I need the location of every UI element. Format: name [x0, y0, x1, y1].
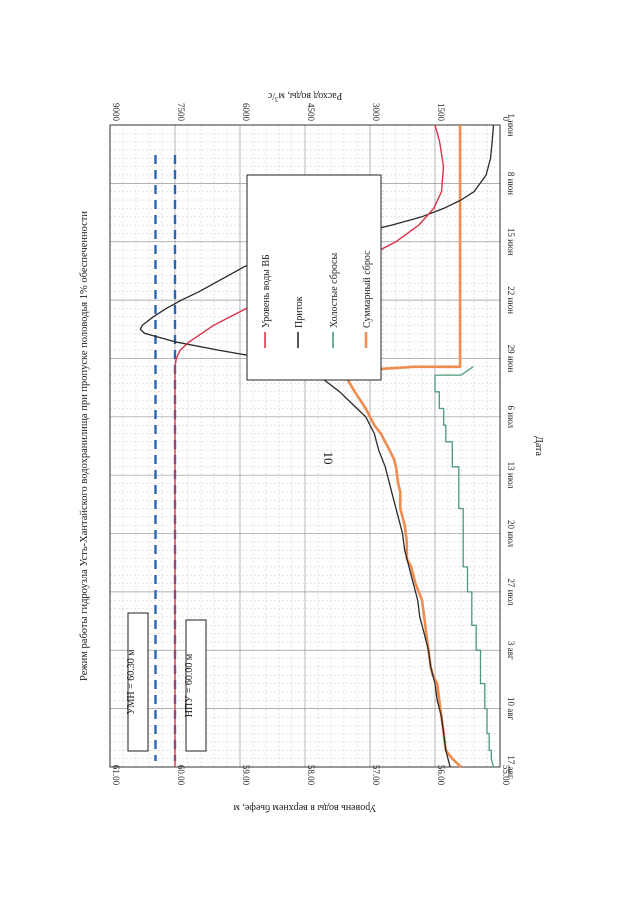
- right-axis-tick-label: 6000: [241, 103, 251, 122]
- right-axis-tick-label: 1500: [436, 103, 446, 122]
- left-axis-tick-label: 55.00: [501, 765, 511, 786]
- legend-entry: Суммарный сброс: [362, 250, 373, 328]
- x-axis-tick-label: 1 июн: [506, 113, 516, 136]
- x-axis-tick-label: 17 авг: [506, 755, 516, 778]
- reference-lines: [154, 155, 177, 761]
- x-axis-tick-label: 8 июн: [506, 172, 516, 195]
- legend: Уровень воды ВБ Приток Холостые сбросы Сумм…: [246, 174, 382, 381]
- legend-box: [246, 174, 382, 381]
- x-axis-tick-label: 22 июн: [506, 286, 516, 314]
- right-axis-tick-label: 0: [501, 117, 511, 122]
- left-axis-tick-label: 58.00: [306, 765, 316, 786]
- legend-entry: Приток: [294, 296, 305, 328]
- umn-label-box: [127, 612, 149, 752]
- legend-entry: Холостые сбросы: [329, 252, 340, 328]
- left-axis-tick-label: 60.00: [176, 765, 186, 786]
- right-axis-label-main: Расход воды, м: [278, 90, 342, 101]
- legend-entry: Уровень воды ВБ: [261, 254, 272, 328]
- x-axis-tick-label: 6 июл: [506, 406, 516, 429]
- x-axis-tick-label: 27 июл: [506, 578, 516, 606]
- right-axis-label: Расход воды, м3/с: [267, 90, 342, 103]
- x-axis-tick-label: 15 июн: [506, 228, 516, 256]
- right-axis-tick-label: 3000: [371, 103, 381, 122]
- plot-frame: [109, 124, 501, 768]
- x-axis-label: Дата: [533, 436, 544, 456]
- x-axis-tick-label: 10 авг: [506, 697, 516, 720]
- left-axis-tick-label: 59.00: [241, 765, 251, 786]
- umn-label-box-text: УМН = 60.30 м: [126, 649, 137, 715]
- reference-label-boxes: УМН = 60.30 м НПУ = 60.00 м: [126, 612, 207, 752]
- tick-labels: 55.00 56.00 57.00 58.00 59.00 60.00 61.00 0 1500…: [111, 103, 516, 786]
- left-axis-tick-label: 56.00: [436, 765, 446, 786]
- right-axis-label-sup: 3: [274, 95, 278, 103]
- x-axis-tick-label: 20 июл: [506, 520, 516, 548]
- series-line: [343, 125, 462, 768]
- right-axis-tick-label: 4500: [306, 103, 316, 122]
- right-axis-tick-label: 7500: [176, 103, 186, 122]
- chart-title: Режим работы гидроузла Усть-Хантайского …: [79, 211, 90, 681]
- series-line: [434, 366, 495, 768]
- left-axis-label: Уровень воды в верхнем бьефе, м: [233, 802, 376, 813]
- left-axis-tick-label: 57.00: [371, 765, 381, 786]
- right-axis-label-tail: /с: [267, 90, 275, 101]
- x-axis-tick-label: 3 авг: [506, 641, 516, 660]
- x-axis-tick-label: 29 июн: [506, 345, 516, 373]
- npu-label-box: [185, 619, 207, 752]
- right-axis-tick-label: 9000: [111, 103, 121, 122]
- x-axis-tick-label: 13 июл: [506, 462, 516, 490]
- left-axis-tick-label: 61.00: [111, 765, 121, 786]
- npu-label-box-text: НПУ = 60.00 м: [184, 653, 195, 717]
